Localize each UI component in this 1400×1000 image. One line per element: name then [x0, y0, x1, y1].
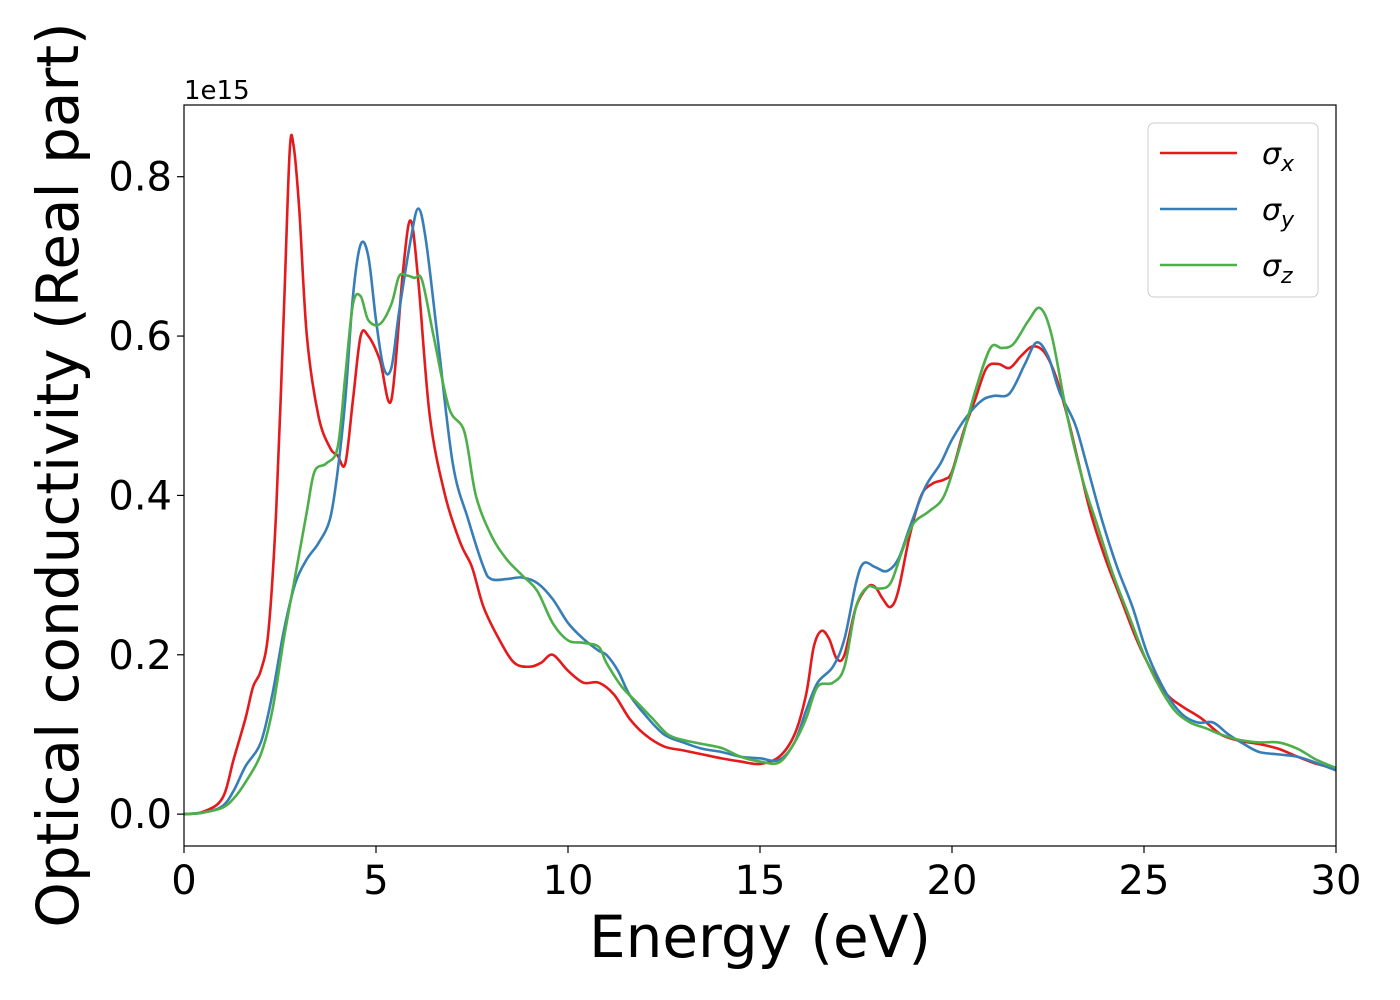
y-offset-label: 1e15	[184, 76, 250, 106]
legend-label-y: σy	[1262, 193, 1295, 233]
x-axis-label: Energy (eV)	[589, 903, 931, 971]
series-line-y	[184, 207, 1336, 816]
x-tick-label: 25	[1119, 858, 1170, 904]
x-tick-label: 20	[927, 858, 978, 904]
series-line-z	[184, 272, 1336, 816]
x-axis: 0 5 10 15 20 25 30	[171, 846, 1361, 904]
x-tick-label: 10	[543, 858, 594, 904]
x-tick-label: 0	[171, 858, 196, 904]
x-tick-label: 15	[735, 858, 786, 904]
y-tick-label: 0.6	[108, 314, 172, 360]
y-tick-label: 0.2	[108, 633, 172, 679]
x-tick-label: 30	[1311, 858, 1362, 904]
y-tick-label: 0.0	[108, 792, 172, 838]
y-tick-label: 0.8	[108, 155, 172, 201]
y-axis-label: Optical conductivity (Real part)	[24, 22, 92, 927]
y-tick-label: 0.4	[108, 473, 172, 519]
x-tick-label: 5	[363, 858, 388, 904]
series-layer	[184, 133, 1336, 816]
legend-label-x: σx	[1262, 137, 1295, 177]
y-axis: 0.0 0.2 0.4 0.6 0.8	[108, 155, 184, 838]
